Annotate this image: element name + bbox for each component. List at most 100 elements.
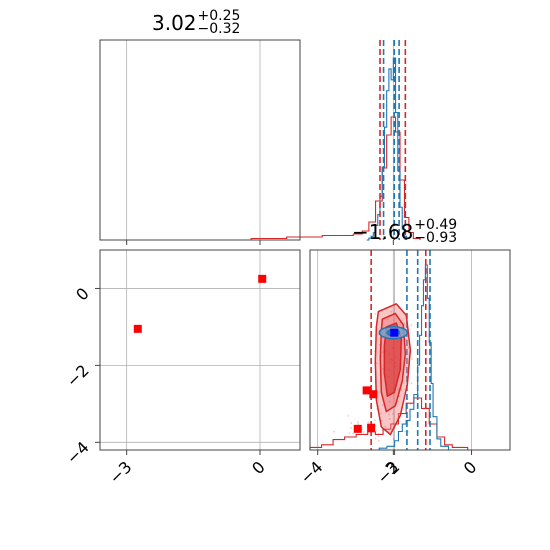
panel-2d-sample-point bbox=[398, 387, 401, 390]
panel-2d-sample-point bbox=[376, 407, 379, 410]
marginal-2-x-tick-label: −4 bbox=[296, 457, 326, 487]
marginal-2-title-value: −1.68 bbox=[352, 220, 414, 244]
panel-2d-sample-point bbox=[410, 324, 413, 327]
panel-2d-sample-point bbox=[387, 376, 390, 378]
panel-2d-sample-point bbox=[407, 328, 410, 331]
panel-2d-sample-point bbox=[406, 416, 409, 419]
panel-2d-sample-point bbox=[377, 405, 380, 407]
panel-2d-y-tick-label: −2 bbox=[63, 361, 93, 391]
panel-2d-sample-point bbox=[380, 419, 383, 422]
panel-2d-sample-point bbox=[396, 417, 399, 420]
panel-2d-sample-point bbox=[348, 432, 351, 434]
panel-2d-sample-point bbox=[391, 412, 394, 415]
marginal-1-title-plus: +0.25 bbox=[197, 8, 241, 24]
panel-2d-sample-point bbox=[407, 430, 410, 433]
panel-2d-sample-point bbox=[380, 412, 383, 415]
panel-2d-sample-point bbox=[390, 310, 393, 313]
panel-2d-sample-point bbox=[392, 438, 395, 440]
marginal-2-x-tick-label: −2 bbox=[373, 457, 403, 487]
panel-2d-sample-point bbox=[388, 368, 390, 371]
panel-2d-sample-point bbox=[392, 347, 395, 350]
panel-2d-red-marker bbox=[353, 424, 362, 433]
panel-2d-red-marker bbox=[362, 386, 371, 395]
marginal-2-title-minus: −0.93 bbox=[414, 230, 458, 246]
panel-2d-sample-point bbox=[388, 418, 391, 420]
panel-2d-sample-point bbox=[394, 356, 397, 359]
panel-2d-sample-point bbox=[376, 362, 378, 364]
panel-2d-blue-marker bbox=[390, 328, 399, 337]
marginal-2-red-histogram bbox=[309, 397, 469, 450]
marginal-1-title: 3.02 +0.25 −0.32 bbox=[152, 8, 241, 36]
panel-2d-sample-point bbox=[347, 414, 350, 417]
panel-2d-sample-point bbox=[395, 315, 398, 318]
panel-2d-sample-point bbox=[356, 421, 359, 423]
panel-2d-sample-point bbox=[361, 428, 364, 431]
panel-2d-sample-point bbox=[404, 430, 406, 433]
panel-2d-sample-point bbox=[382, 367, 384, 370]
panel-2d-sample-point bbox=[333, 430, 336, 433]
panel-2d-sample-point bbox=[384, 349, 387, 352]
panel-2d-y-tick-label: 0 bbox=[72, 284, 93, 305]
panel-2d-sample-point bbox=[397, 400, 400, 403]
panel-2d-sample-point bbox=[403, 323, 406, 325]
panel-2d-sample-point bbox=[381, 351, 384, 353]
panel-2d-sample-point bbox=[401, 321, 404, 324]
panel-2d-sample-point bbox=[383, 350, 386, 353]
panel-2d-sample-point bbox=[399, 321, 402, 324]
panel-2d-sample-point bbox=[374, 419, 377, 422]
panel-2d-x-tick-label: −3 bbox=[105, 457, 135, 487]
panel-2d-sample-point bbox=[397, 388, 400, 391]
panel-2d-sample-point bbox=[388, 361, 391, 364]
panel-2d-sample-point bbox=[374, 313, 377, 315]
panel-2d-sample-point bbox=[392, 422, 394, 425]
marginal-2-title: −1.68 +0.49 −0.93 bbox=[352, 217, 458, 246]
panel-2d-red-marker bbox=[133, 324, 142, 333]
panel-2d-sample-point bbox=[384, 425, 387, 428]
panel-2d-sample-point bbox=[400, 389, 403, 392]
panel-2d-x-tick-label: 0 bbox=[248, 457, 269, 478]
panel-2d-sample-point bbox=[407, 346, 410, 349]
panel-2d-sample-point bbox=[398, 395, 401, 398]
panel-2d-sample-point bbox=[350, 427, 352, 429]
marginal-1-frame bbox=[99, 39, 301, 241]
panel-2d-sample-point bbox=[381, 429, 384, 431]
marginal-1-red-histogram bbox=[250, 116, 421, 240]
panel-2d-sample-point bbox=[393, 361, 396, 364]
panel-2d-sample-point bbox=[399, 387, 402, 390]
panel-2d-sample-point bbox=[374, 433, 377, 436]
panel-2d-red-marker bbox=[258, 274, 267, 283]
panel-2d-sample-point bbox=[388, 353, 391, 356]
panel-2d-sample-point bbox=[357, 423, 360, 425]
panel-2d-sample-point bbox=[378, 343, 381, 346]
panel-2d-sample-point bbox=[377, 434, 380, 437]
panel-2d-sample-point bbox=[377, 439, 380, 442]
panel-2d-sample-point bbox=[352, 432, 355, 435]
panel-2d-sample-point bbox=[367, 421, 370, 424]
panel-2d-sample-point bbox=[373, 350, 376, 353]
panel-2d-sample-point bbox=[350, 422, 353, 424]
panel-2d-sample-point bbox=[378, 432, 380, 435]
marginal-1-blue-histogram bbox=[366, 57, 408, 241]
panel-2d-sample-point bbox=[376, 333, 379, 336]
panel-2d-sample-point bbox=[380, 342, 383, 345]
panel-2d-y-tick-label: −4 bbox=[63, 438, 93, 468]
panel-2d-red-marker bbox=[369, 390, 378, 399]
marginal-2-blue-histogram bbox=[378, 264, 450, 450]
panel-2d-sample-point bbox=[411, 358, 414, 360]
panel-2d-red-marker bbox=[367, 423, 376, 432]
marginal-2-title-plus: +0.49 bbox=[414, 217, 458, 233]
panel-2d-sample-point bbox=[405, 338, 408, 341]
panel-2d-sample-point bbox=[410, 382, 413, 385]
panel-2d-sample-point bbox=[381, 404, 384, 407]
panel-2d-sample-point bbox=[386, 318, 389, 321]
marginal-2-frame bbox=[309, 249, 511, 451]
panel-2d-sample-point bbox=[391, 359, 394, 362]
panel-2d-sample-point bbox=[389, 358, 392, 361]
panel-2d-sample-point bbox=[362, 431, 365, 433]
panel-2d-sample-point bbox=[409, 402, 412, 405]
panel-2d-frame bbox=[99, 249, 301, 451]
panel-2d-sample-point bbox=[393, 365, 396, 368]
panel-2d-sample-point bbox=[409, 351, 412, 353]
panel-2d-sample-point bbox=[397, 340, 399, 343]
